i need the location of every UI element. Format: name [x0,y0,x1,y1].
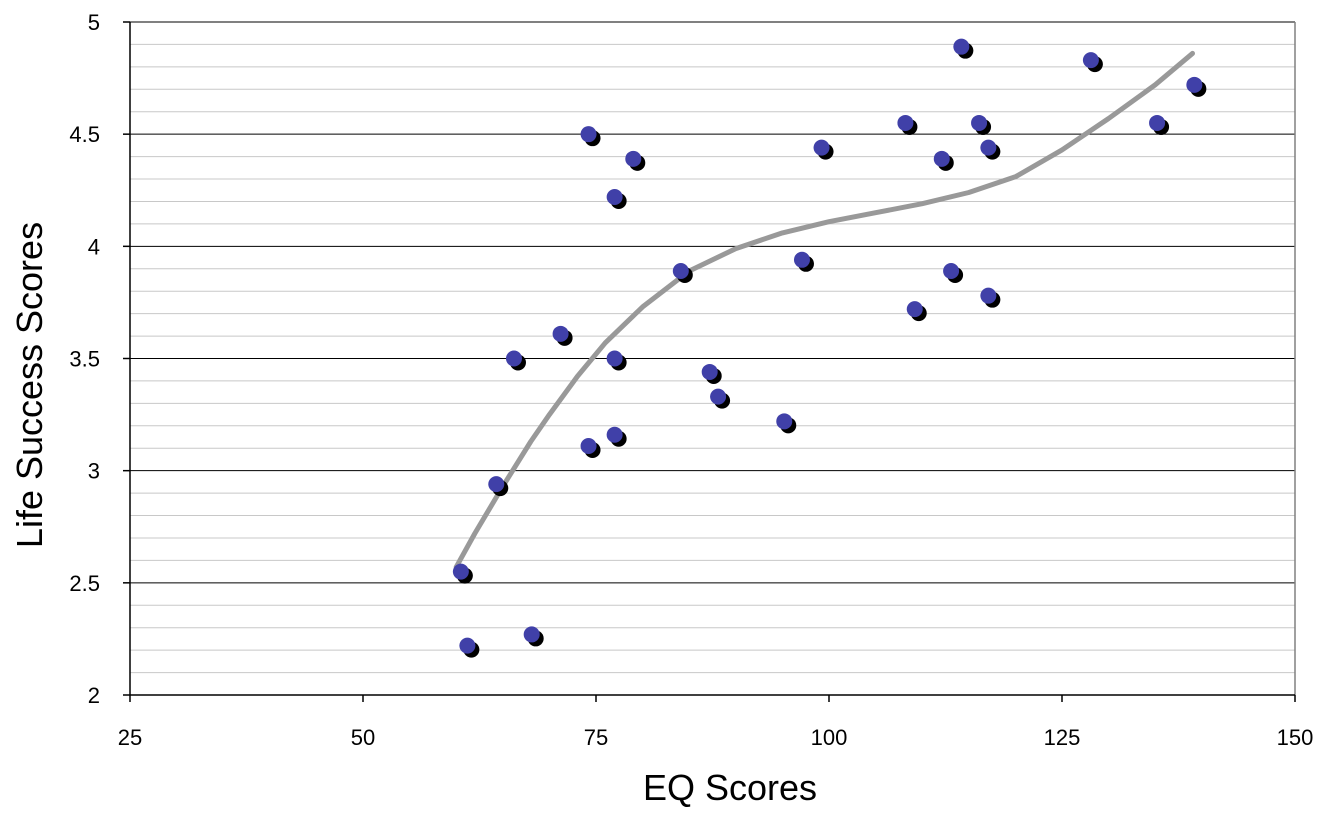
x-tick-label: 150 [1277,725,1314,750]
data-point [1149,114,1166,131]
data-point [906,301,923,318]
y-tick-labels: 2 2.5 3 3.5 4 4.5 5 [69,10,100,708]
y-axis-title: Life Success Scores [9,222,50,548]
data-point [488,476,505,493]
data-point [933,150,950,167]
data-point [552,325,569,342]
minor-gridlines [130,43,1295,674]
x-tick-label: 75 [584,725,608,750]
x-tick-label: 50 [351,725,375,750]
data-point [625,150,642,167]
data-point [897,114,914,131]
data-point [813,139,830,156]
data-point [943,263,960,280]
data-point [980,139,997,156]
data-point [953,38,970,55]
y-tick-label: 4.5 [69,122,100,147]
data-point [452,563,469,580]
data-point [776,413,793,430]
x-tick-label: 125 [1044,725,1081,750]
y-tick-label: 3.5 [69,347,100,372]
data-point [710,388,727,405]
data-point [606,350,623,367]
data-point [1082,52,1099,69]
trendline-group [453,50,1195,570]
y-tick-label: 3 [88,459,100,484]
data-point [971,114,988,131]
data-point [793,251,810,268]
data-point [606,188,623,205]
trendline [453,50,1195,570]
data-point [523,626,540,643]
tick-marks [123,21,1296,702]
x-tick-labels: 25 50 75 100 125 150 [118,725,1314,750]
x-axis-title: EQ Scores [643,767,817,808]
data-point [1186,76,1203,93]
y-tick-label: 4 [88,234,100,259]
data-point [505,350,522,367]
data-point [980,287,997,304]
y-tick-label: 2 [88,683,100,708]
x-tick-label: 100 [811,725,848,750]
data-point [459,637,476,654]
y-tick-label: 5 [88,10,100,35]
data-point [580,126,597,143]
data-points [452,38,1207,658]
y-tick-label: 2.5 [69,571,100,596]
data-point [580,437,597,454]
major-gridlines [130,21,1295,584]
x-tick-label: 25 [118,725,142,750]
data-point [672,263,689,280]
data-point [701,363,718,380]
data-point [606,426,623,443]
